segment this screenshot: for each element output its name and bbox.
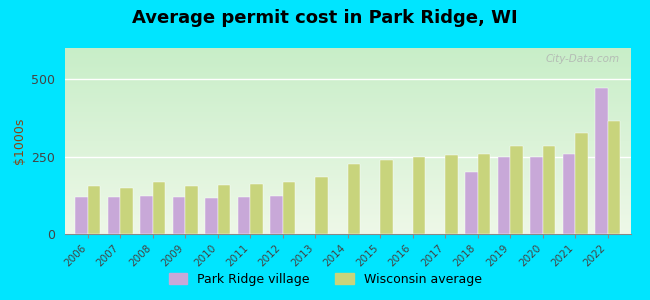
Bar: [465, 172, 478, 234]
Bar: [120, 188, 133, 234]
Bar: [608, 121, 620, 234]
Bar: [413, 157, 425, 234]
Bar: [478, 154, 490, 234]
Bar: [575, 133, 588, 234]
Bar: [445, 155, 458, 234]
Bar: [108, 197, 120, 234]
Text: City-Data.com: City-Data.com: [545, 54, 619, 64]
Bar: [185, 186, 198, 234]
Bar: [238, 197, 250, 234]
Bar: [498, 157, 510, 234]
Bar: [530, 157, 543, 234]
Y-axis label: $1000s: $1000s: [13, 118, 26, 164]
Bar: [173, 197, 185, 234]
Text: Average permit cost in Park Ridge, WI: Average permit cost in Park Ridge, WI: [132, 9, 518, 27]
Bar: [510, 146, 523, 234]
Bar: [563, 154, 575, 234]
Bar: [140, 196, 153, 234]
Bar: [153, 182, 165, 234]
Bar: [315, 177, 328, 234]
Bar: [88, 186, 100, 234]
Bar: [250, 184, 263, 234]
Legend: Park Ridge village, Wisconsin average: Park Ridge village, Wisconsin average: [164, 268, 486, 291]
Bar: [205, 198, 218, 234]
Bar: [543, 146, 555, 234]
Bar: [380, 160, 393, 234]
Bar: [283, 182, 295, 234]
Bar: [270, 196, 283, 234]
Bar: [348, 164, 360, 234]
Bar: [75, 197, 88, 234]
Bar: [218, 185, 230, 234]
Bar: [595, 88, 608, 234]
